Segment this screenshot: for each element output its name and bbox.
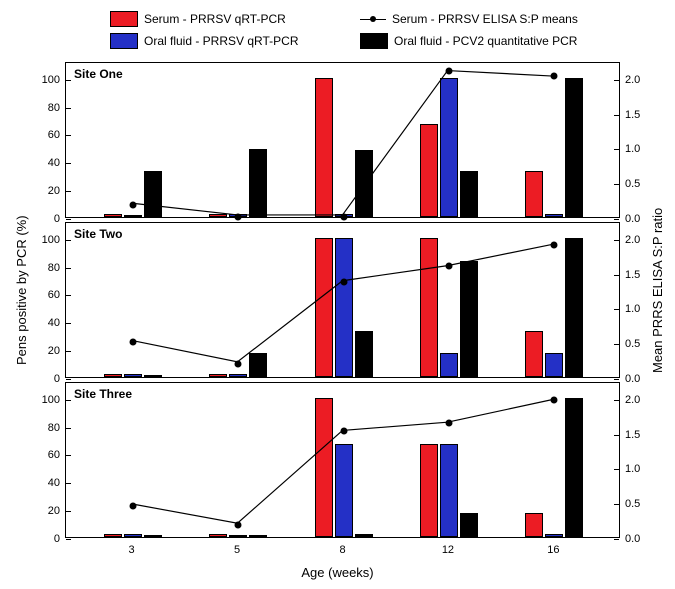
y-right-tick-label: 1.0: [625, 303, 655, 315]
elisa-sp-point: [445, 67, 452, 74]
elisa-sp-point: [551, 396, 558, 403]
legend-item-pcv2: Oral fluid - PCV2 quantitative PCR: [360, 33, 582, 49]
y-right-tick-label: 1.0: [625, 463, 655, 475]
legend-marker-elisa: [360, 12, 386, 26]
legend-item-elisa: Serum - PRRSV ELISA S:P means: [360, 12, 582, 26]
x-tick-label: 3: [129, 544, 135, 556]
y-left-tick-label: 100: [26, 74, 60, 86]
y-left-tick-label: 0: [26, 533, 60, 545]
legend-swatch-pcv2: [360, 33, 388, 49]
y-right-tick-label: 0.0: [625, 533, 655, 545]
y-left-tick-label: 80: [26, 422, 60, 434]
y-right-tick-label: 1.5: [625, 269, 655, 281]
elisa-sp-point: [129, 502, 136, 509]
chart-panel: Site One0204060801000.00.51.01.52.0: [65, 62, 620, 218]
chart-panels: Site One0204060801000.00.51.01.52.0Site …: [65, 62, 620, 542]
elisa-sp-point: [340, 428, 347, 435]
elisa-sp-point: [129, 202, 136, 209]
legend: Serum - PRRSV qRT-PCR Serum - PRRSV ELIS…: [110, 8, 610, 58]
legend-item-serum-pcr: Serum - PRRSV qRT-PCR: [110, 11, 332, 27]
legend-swatch-oral-pcr: [110, 33, 138, 49]
x-tick-label: 12: [442, 544, 454, 556]
y-left-tick-label: 100: [26, 394, 60, 406]
y-right-tick-label: 0.5: [625, 338, 655, 350]
y-left-tick-label: 40: [26, 477, 60, 489]
elisa-sp-point: [235, 360, 242, 367]
y-left-tick-label: 20: [26, 345, 60, 357]
y-right-tick-label: 0.5: [625, 178, 655, 190]
elisa-sp-point: [235, 213, 242, 220]
legend-label: Oral fluid - PCV2 quantitative PCR: [394, 34, 577, 48]
elisa-sp-line: [66, 63, 619, 217]
elisa-sp-point: [340, 213, 347, 220]
legend-label: Serum - PRRSV qRT-PCR: [144, 12, 286, 26]
x-tick-label: 16: [547, 544, 559, 556]
y-right-tick-label: 2.0: [625, 394, 655, 406]
x-tick-label: 5: [234, 544, 240, 556]
y-left-tick-label: 100: [26, 234, 60, 246]
y-left-tick-label: 60: [26, 449, 60, 461]
figure: Serum - PRRSV qRT-PCR Serum - PRRSV ELIS…: [0, 0, 675, 589]
y-left-tick-label: 40: [26, 157, 60, 169]
chart-panel: Site Two0204060801000.00.51.01.52.0: [65, 222, 620, 378]
y-left-tick-label: 20: [26, 185, 60, 197]
y-right-tick-label: 1.0: [625, 143, 655, 155]
y-left-tick-label: 80: [26, 262, 60, 274]
elisa-sp-line: [66, 223, 619, 377]
y-right-tick-label: 1.5: [625, 429, 655, 441]
chart-panel: Site Three0204060801000.00.51.01.52.0: [65, 382, 620, 538]
elisa-sp-point: [551, 241, 558, 248]
y-left-tick-label: 60: [26, 289, 60, 301]
y-left-tick-label: 60: [26, 129, 60, 141]
y-right-tick-label: 2.0: [625, 74, 655, 86]
legend-label: Serum - PRRSV ELISA S:P means: [392, 12, 578, 26]
elisa-sp-point: [340, 278, 347, 285]
elisa-sp-point: [235, 522, 242, 529]
x-tick-label: 8: [339, 544, 345, 556]
legend-label: Oral fluid - PRRSV qRT-PCR: [144, 34, 298, 48]
y-right-tick-label: 2.0: [625, 234, 655, 246]
y-left-tick-label: 40: [26, 317, 60, 329]
elisa-sp-point: [445, 419, 452, 426]
x-axis-label: Age (weeks): [0, 565, 675, 580]
elisa-sp-point: [445, 263, 452, 270]
elisa-sp-line: [66, 383, 619, 537]
y-left-tick-label: 80: [26, 102, 60, 114]
y-right-tick-label: 0.5: [625, 498, 655, 510]
y-right-tick-label: 1.5: [625, 109, 655, 121]
elisa-sp-point: [129, 339, 136, 346]
legend-swatch-serum-pcr: [110, 11, 138, 27]
y-left-tick-label: 20: [26, 505, 60, 517]
elisa-sp-point: [551, 73, 558, 80]
legend-item-oral-pcr: Oral fluid - PRRSV qRT-PCR: [110, 33, 332, 49]
